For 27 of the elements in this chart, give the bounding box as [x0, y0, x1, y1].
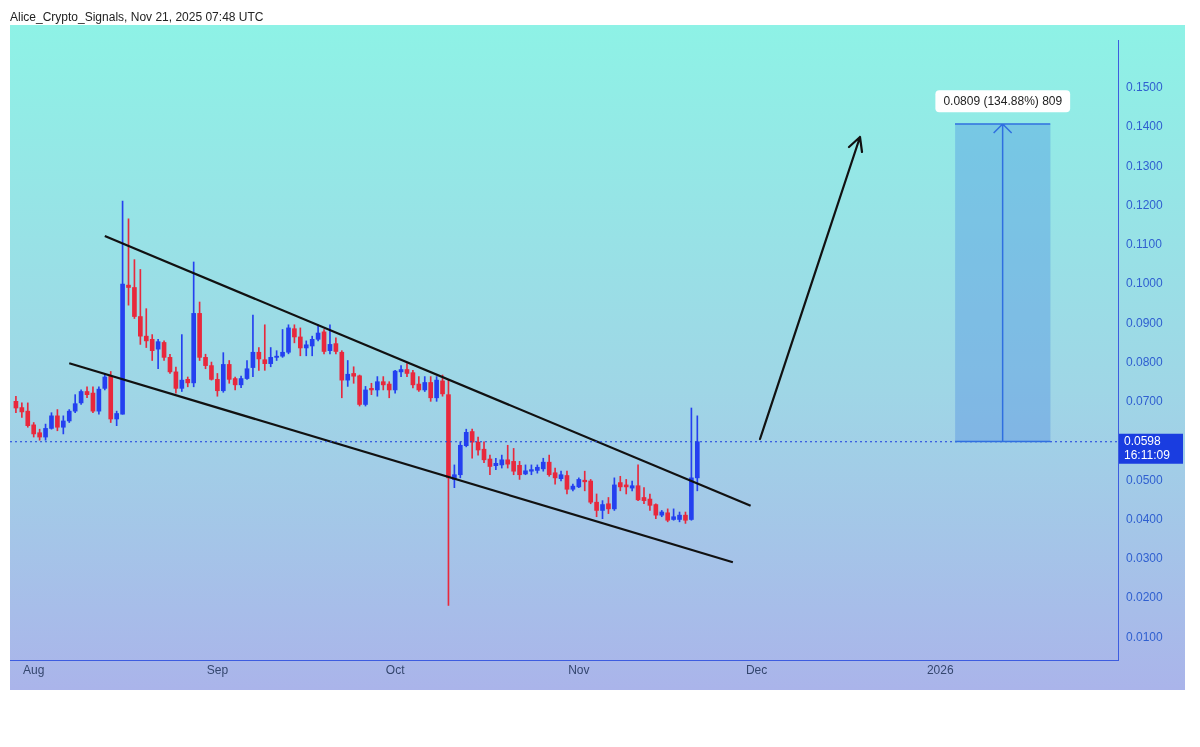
candlestick	[262, 324, 268, 371]
x-tick-label: Aug	[23, 662, 45, 677]
ref-line-label: 0.0598	[1124, 434, 1162, 449]
band-label: 0.0809 (134.88%) 809	[943, 93, 1063, 108]
y-tick-label: 0.0100	[1126, 629, 1164, 644]
y-tick-label: 0.1300	[1126, 158, 1164, 173]
y-tick-label: 0.0900	[1126, 315, 1164, 330]
y-tick-label: 0.0200	[1126, 590, 1164, 605]
y-tick-label: 0.1500	[1126, 80, 1164, 95]
text: 16:11:09	[1124, 448, 1171, 463]
x-tick-label: Dec	[745, 662, 768, 677]
y-tick-label: 0.1200	[1126, 197, 1164, 212]
y-tick-label: 0.0400	[1126, 511, 1164, 526]
candlestick	[179, 334, 185, 392]
x-tick-label: Oct	[385, 662, 406, 677]
x-tick-label: Nov	[568, 662, 590, 677]
y-tick-label: 0.0500	[1126, 472, 1164, 487]
chart-title: Alice_Crypto_Signals, Nov 21, 2025 07:48 UTC	[10, 10, 264, 24]
y-tick-label: 0.0800	[1126, 354, 1164, 369]
y-tick-label: 0.1400	[1126, 119, 1164, 134]
candlestick	[345, 360, 351, 387]
y-tick-label: 0.0700	[1126, 394, 1164, 409]
x-tick-label: Sep	[206, 662, 229, 677]
y-tick-label: 0.1100	[1126, 237, 1163, 252]
y-tick-label: 0.0300	[1126, 551, 1164, 566]
y-tick-label: 0.1000	[1126, 276, 1164, 291]
x-tick-label: 2026	[926, 662, 954, 677]
